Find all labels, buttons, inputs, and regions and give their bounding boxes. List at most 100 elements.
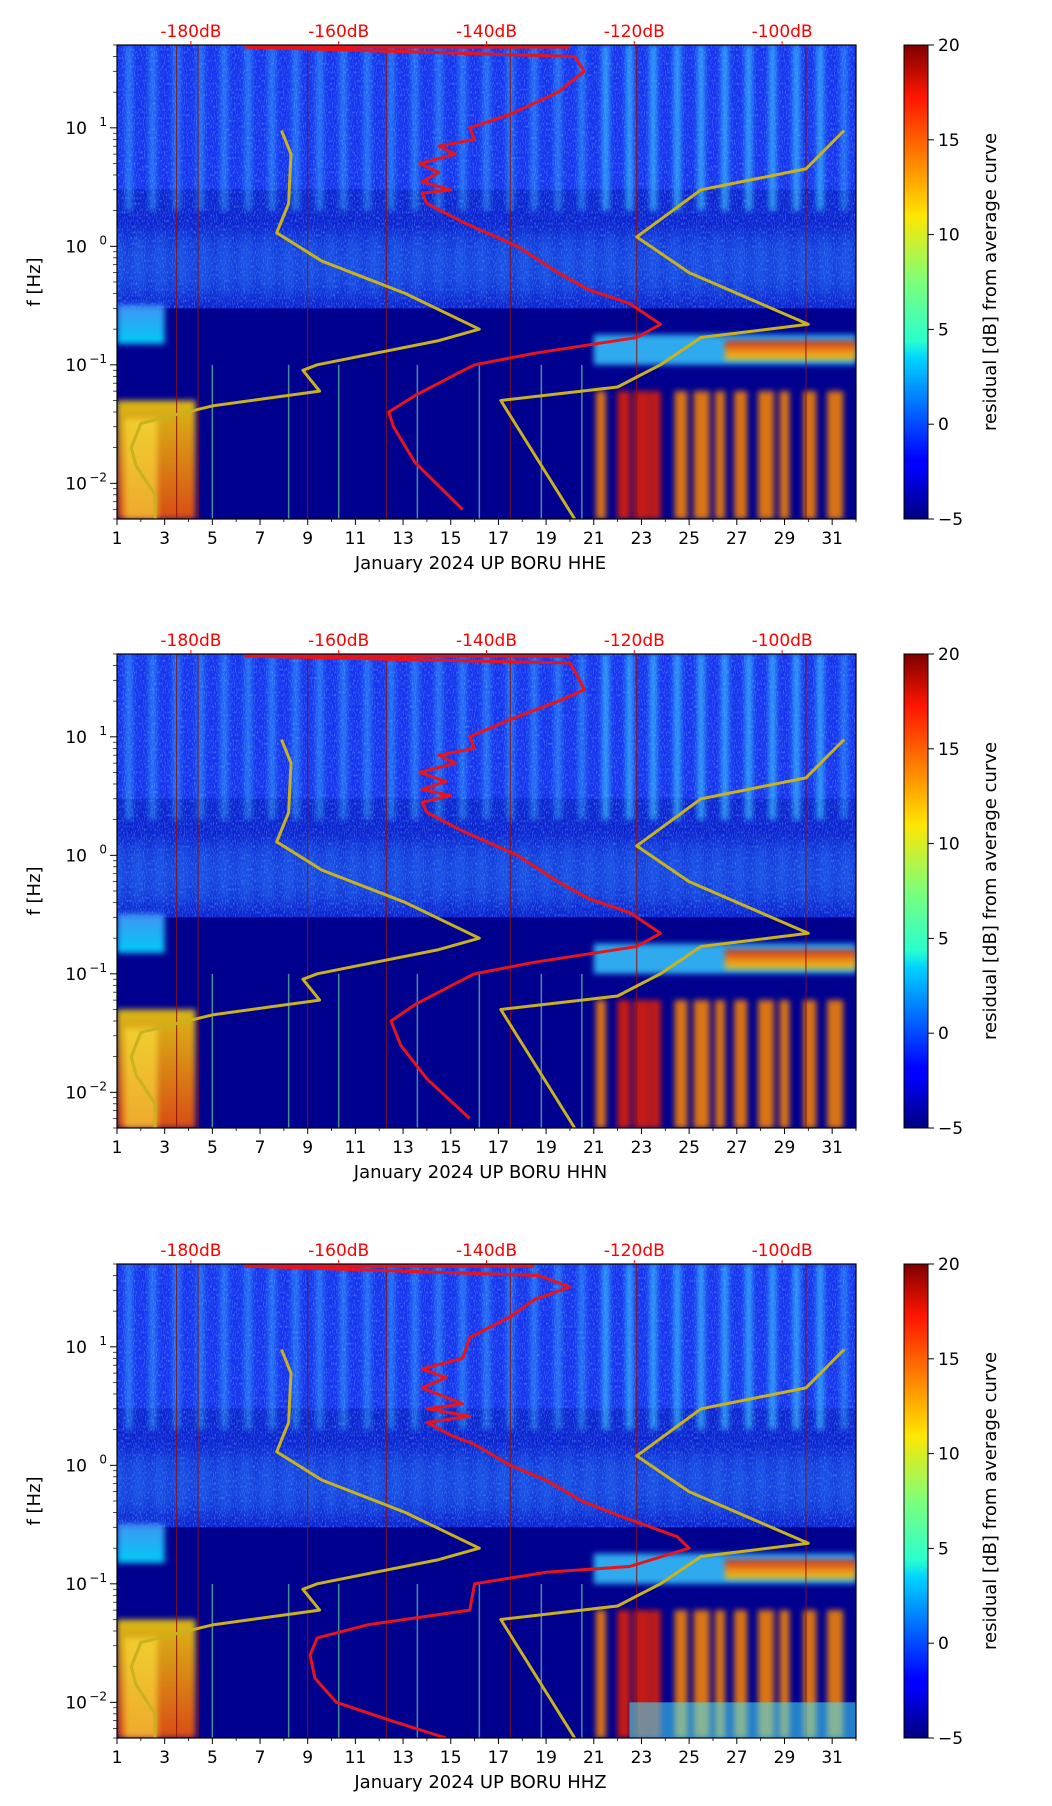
x-axis-label: January 2024 UP BORU HHN <box>353 1162 607 1183</box>
y-tick-exponent: −2 <box>89 470 107 484</box>
x-tick-label: 7 <box>255 1138 266 1158</box>
colorbar-tick-label: −5 <box>938 1119 963 1139</box>
y-tick-label: 10 <box>65 1338 87 1358</box>
yellow-curve <box>129 1348 846 1738</box>
colorbar-tick-label: 0 <box>938 1634 949 1654</box>
x-tick-label: 15 <box>440 1138 462 1158</box>
y-tick-label: 10 <box>65 237 87 257</box>
spectrogram-image <box>117 654 856 1128</box>
colorbar-tick-label: 10 <box>938 835 960 855</box>
x-tick-label: 3 <box>159 1138 170 1158</box>
colorbar-tick-label: −5 <box>938 1729 963 1749</box>
x-tick-label: 23 <box>631 1748 653 1768</box>
x-tick-label: 29 <box>774 1138 796 1158</box>
yellow-curve <box>129 738 846 1128</box>
x-tick-label: 17 <box>488 529 510 549</box>
y-tick-exponent: 1 <box>99 115 107 129</box>
x-tick-label: 27 <box>726 1748 748 1768</box>
top-db-label: -100dB <box>752 631 813 651</box>
y-tick-label: 10 <box>65 119 87 139</box>
x-tick-label: 27 <box>726 1138 748 1158</box>
red-curve <box>244 1264 691 1738</box>
y-tick-exponent: −2 <box>89 1079 107 1093</box>
y-tick-label: 10 <box>65 474 87 494</box>
colorbar-tick-label: 0 <box>938 1024 949 1044</box>
x-tick-label: 13 <box>392 1138 414 1158</box>
spectrogram-image <box>117 45 856 519</box>
x-tick-label: 11 <box>345 1138 367 1158</box>
x-tick-label: 15 <box>440 529 462 549</box>
top-db-label: -100dB <box>752 1241 813 1261</box>
top-db-label: -120dB <box>604 1241 665 1261</box>
x-axis-label: January 2024 UP BORU HHZ <box>353 1772 606 1793</box>
top-db-label: -100dB <box>752 22 813 42</box>
colorbar-tick-label: 0 <box>938 415 949 435</box>
y-axis-label: f [Hz] <box>24 866 45 915</box>
colorbar-tick-label: 5 <box>938 929 949 949</box>
x-tick-label: 15 <box>440 1748 462 1768</box>
top-db-label: -160dB <box>308 22 369 42</box>
x-tick-label: 1 <box>112 1138 123 1158</box>
x-tick-label: 5 <box>207 1138 218 1158</box>
colorbar-tick-label: 15 <box>938 740 960 760</box>
x-tick-label: 23 <box>631 529 653 549</box>
y-tick-label: 10 <box>65 1575 87 1595</box>
y-tick-label: 10 <box>65 728 87 748</box>
colorbar-tick-label: 10 <box>938 226 960 246</box>
x-tick-label: 3 <box>159 529 170 549</box>
top-db-label: -120dB <box>604 22 665 42</box>
x-tick-label: 9 <box>302 529 313 549</box>
top-db-label: -160dB <box>308 631 369 651</box>
x-tick-label: 17 <box>488 1748 510 1768</box>
x-tick-label: 23 <box>631 1138 653 1158</box>
x-tick-label: 5 <box>207 1748 218 1768</box>
colorbar-tick-label: 20 <box>938 645 960 665</box>
colorbar-label: residual [dB] from average curve <box>980 1352 1001 1650</box>
colorbar-tick-label: −5 <box>938 510 963 530</box>
colorbar-tick-label: 20 <box>938 1255 960 1275</box>
x-tick-label: 25 <box>678 1748 700 1768</box>
y-tick-label: 10 <box>65 356 87 376</box>
x-tick-label: 21 <box>583 1748 605 1768</box>
x-tick-label: 19 <box>535 529 557 549</box>
y-tick-label: 10 <box>65 1456 87 1476</box>
red-curve <box>244 654 662 1120</box>
colorbar-gradient <box>903 44 929 520</box>
colorbar-tick-label: 20 <box>938 36 960 56</box>
x-tick-label: 11 <box>345 1748 367 1768</box>
spectrogram-image <box>117 1264 856 1738</box>
top-db-label: -160dB <box>308 1241 369 1261</box>
x-tick-label: 9 <box>302 1138 313 1158</box>
y-tick-exponent: 0 <box>99 1452 107 1466</box>
yellow-curve <box>129 129 846 519</box>
x-tick-label: 11 <box>345 529 367 549</box>
top-db-label: -140dB <box>456 631 517 651</box>
colorbar-tick-label: 5 <box>938 1539 949 1559</box>
x-tick-label: 31 <box>821 529 843 549</box>
x-tick-label: 29 <box>774 529 796 549</box>
x-tick-label: 31 <box>821 1748 843 1768</box>
x-tick-label: 21 <box>583 529 605 549</box>
y-tick-exponent: 0 <box>99 842 107 856</box>
x-tick-label: 7 <box>255 1748 266 1768</box>
colorbar-tick-label: 10 <box>938 1445 960 1465</box>
x-tick-label: 21 <box>583 1138 605 1158</box>
colorbar-gradient <box>903 653 929 1129</box>
colorbar-tick-label: 5 <box>938 320 949 340</box>
top-db-label: -140dB <box>456 22 517 42</box>
x-tick-label: 9 <box>302 1748 313 1768</box>
x-tick-label: 19 <box>535 1748 557 1768</box>
y-tick-label: 10 <box>65 1083 87 1103</box>
colorbar: 20 15 10 5 0 −5 residual [dB] from average cur… <box>903 36 1001 530</box>
y-tick-label: 10 <box>65 846 87 866</box>
y-tick-label: 10 <box>65 1693 87 1713</box>
colorbar-label: residual [dB] from average curve <box>980 133 1001 431</box>
y-axis-label: f [Hz] <box>24 1476 45 1525</box>
red-curve <box>244 45 662 511</box>
y-tick-exponent: −2 <box>89 1689 107 1703</box>
colorbar-label: residual [dB] from average curve <box>980 742 1001 1040</box>
top-db-label: -140dB <box>456 1241 517 1261</box>
